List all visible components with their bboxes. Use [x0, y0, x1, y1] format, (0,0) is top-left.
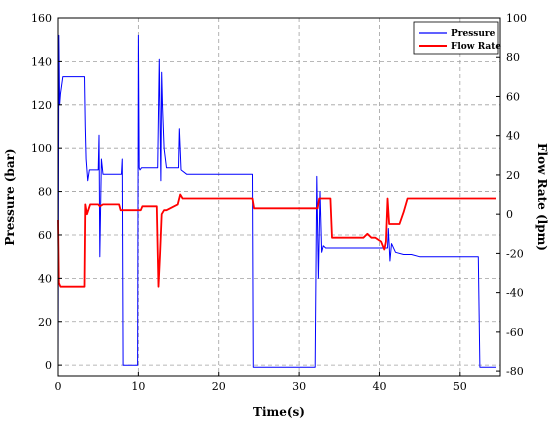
right-y-tick-label: -60	[506, 326, 524, 339]
pressure-series-line	[57, 34, 496, 368]
legend-pressure-label: Pressure	[451, 29, 496, 39]
legend: Pressure Flow Rate	[413, 21, 501, 55]
left-y-tick-label: 60	[38, 229, 52, 242]
left-y-axis-title: Pressure (bar)	[3, 148, 17, 245]
x-tick-label: 40	[372, 380, 386, 393]
legend-box	[413, 21, 499, 55]
legend-flow-rate-label: Flow Rate	[451, 42, 501, 52]
left-y-tick-label: 20	[38, 316, 52, 329]
left-y-tick-label: 0	[45, 359, 52, 372]
right-y-tick-label: -80	[506, 365, 524, 378]
right-y-tick-label: 0	[506, 208, 513, 221]
x-tick-label: 20	[212, 380, 226, 393]
right-y-tick-label: 20	[506, 169, 520, 182]
right-y-tick-label: 40	[506, 130, 520, 143]
left-y-tick-label: 80	[38, 186, 52, 199]
left-y-tick-label: 100	[31, 142, 52, 155]
right-y-tick-label: -40	[506, 287, 524, 300]
left-y-tick-label: 140	[31, 55, 52, 68]
left-y-tick-label: 40	[38, 272, 52, 285]
right-y-tick-label: 60	[506, 90, 520, 103]
left-y-tick-label: 160	[31, 12, 52, 25]
flow-rate-series-line	[57, 193, 496, 288]
right-y-tick-label: -20	[506, 247, 524, 260]
ticks: 0 10 20 30 40 50 0 20 40 60 80 100 120 140 160 -80 -60 -4…	[31, 12, 527, 393]
x-axis-title: Time(s)	[253, 405, 305, 419]
left-y-tick-label: 120	[31, 99, 52, 112]
right-y-axis-title: Flow Rate (lpm)	[535, 143, 549, 251]
x-tick-label: 30	[292, 380, 306, 393]
series-layer	[57, 34, 496, 368]
x-tick-label: 50	[453, 380, 467, 393]
plot-frame	[57, 17, 501, 377]
x-tick-label: 10	[131, 380, 145, 393]
right-y-tick-label: 100	[506, 12, 527, 25]
right-y-tick-label: 80	[506, 51, 520, 64]
x-tick-label: 0	[55, 380, 62, 393]
